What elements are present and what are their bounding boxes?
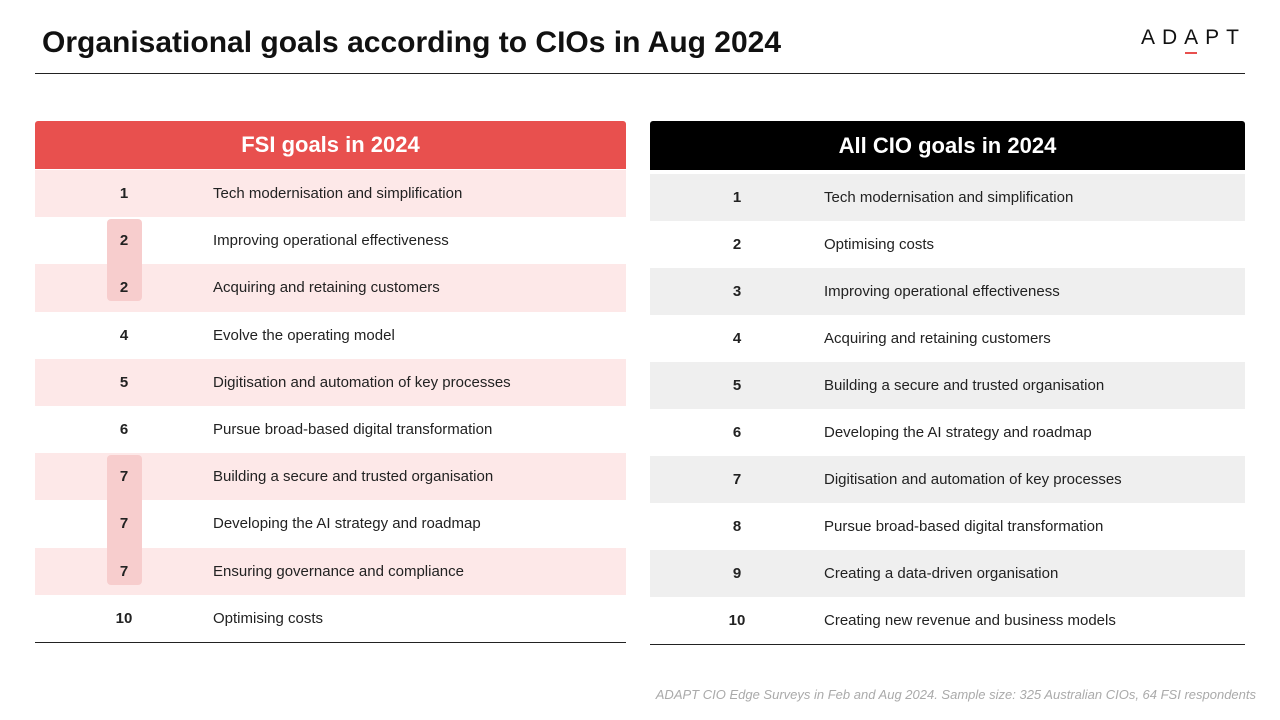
table-row: 9 Creating a data-driven organisation xyxy=(650,550,1245,597)
table-row: 1 Tech modernisation and simplification xyxy=(650,174,1245,221)
all-cio-goals-table: All CIO goals in 2024 1 Tech modernisati… xyxy=(650,121,1245,645)
goal-cell: Acquiring and retaining customers xyxy=(824,330,1051,347)
table-row: 6 Pursue broad-based digital transformat… xyxy=(35,406,626,453)
rank-cell: 9 xyxy=(732,565,742,582)
table-row: 7 Digitisation and automation of key pro… xyxy=(650,456,1245,503)
rank-cell: 2 xyxy=(732,236,742,253)
goal-cell: Digitisation and automation of key proce… xyxy=(213,373,511,391)
fsi-table-body: 1 Tech modernisation and simplification … xyxy=(35,169,626,642)
table-row: 2 Optimising costs xyxy=(650,221,1245,268)
source-note: ADAPT CIO Edge Surveys in Feb and Aug 20… xyxy=(655,687,1256,702)
goal-cell: Creating a data-driven organisation xyxy=(824,565,1059,582)
logo-text-mark: A xyxy=(1184,26,1206,54)
table-row: 5 Digitisation and automation of key pro… xyxy=(35,358,626,406)
all-cio-table-header: All CIO goals in 2024 xyxy=(650,121,1245,170)
rank-cell: 2 xyxy=(119,232,129,250)
rank-cell: 10 xyxy=(728,612,746,629)
table-row: 6 Developing the AI strategy and roadmap xyxy=(650,409,1245,456)
rank-cell: 10 xyxy=(115,609,133,627)
tie-highlight-rank-7 xyxy=(107,455,142,585)
rank-cell: 2 xyxy=(119,279,129,297)
goal-cell: Optimising costs xyxy=(824,236,935,253)
page-title: Organisational goals according to CIOs i… xyxy=(42,26,782,59)
table-row: 4 Evolve the operating model xyxy=(35,312,626,359)
goal-cell: Improving operational effectiveness xyxy=(213,232,449,250)
title-divider xyxy=(35,73,1245,74)
table-row: 7 Developing the AI strategy and roadmap xyxy=(35,500,626,547)
table-row: 5 Building a secure and trusted organisa… xyxy=(650,362,1245,409)
rank-cell: 8 xyxy=(732,518,742,535)
goal-cell: Optimising costs xyxy=(213,609,324,627)
goal-cell: Developing the AI strategy and roadmap xyxy=(213,515,481,533)
goal-cell: Building a secure and trusted organisati… xyxy=(213,468,494,486)
goal-cell: Creating new revenue and business models xyxy=(824,612,1116,629)
rank-cell: 7 xyxy=(732,471,742,488)
goal-cell: Acquiring and retaining customers xyxy=(213,279,440,297)
rank-cell: 6 xyxy=(119,421,129,439)
all-cio-table-body: 1 Tech modernisation and simplification … xyxy=(650,170,1245,644)
adapt-logo: ADAPT xyxy=(1140,26,1246,54)
goal-cell: Ensuring governance and compliance xyxy=(213,562,464,580)
rank-cell: 4 xyxy=(119,326,129,344)
goal-cell: Digitisation and automation of key proce… xyxy=(824,471,1122,488)
logo-text-end: PT xyxy=(1205,26,1246,49)
table-row: 2 Acquiring and retaining customers xyxy=(35,264,626,312)
fsi-table-bottom-rule xyxy=(35,641,626,643)
table-row: 2 Improving operational effectiveness xyxy=(35,217,626,264)
logo-text-start: AD xyxy=(1140,26,1185,49)
goal-cell: Developing the AI strategy and roadmap xyxy=(824,424,1092,441)
goal-cell: Building a secure and trusted organisati… xyxy=(824,377,1105,394)
table-row: 8 Pursue broad-based digital transformat… xyxy=(650,503,1245,550)
tie-highlight-rank-2 xyxy=(107,219,142,301)
table-row: 4 Acquiring and retaining customers xyxy=(650,315,1245,362)
all-cio-table-bottom-rule xyxy=(650,644,1245,645)
rank-cell: 5 xyxy=(119,373,129,391)
fsi-goals-table: FSI goals in 2024 1 Tech modernisation a… xyxy=(35,121,626,643)
table-row: 1 Tech modernisation and simplification xyxy=(35,170,626,218)
table-row: 3 Improving operational effectiveness xyxy=(650,268,1245,315)
rank-cell: 7 xyxy=(119,468,129,486)
rank-cell: 6 xyxy=(732,424,742,441)
goal-cell: Evolve the operating model xyxy=(213,326,395,344)
rank-cell: 5 xyxy=(732,377,742,394)
rank-cell: 1 xyxy=(732,189,742,206)
goal-cell: Pursue broad-based digital transformatio… xyxy=(213,421,493,439)
goal-cell: Pursue broad-based digital transformatio… xyxy=(824,518,1104,535)
goal-cell: Improving operational effectiveness xyxy=(824,283,1060,300)
rank-cell: 3 xyxy=(732,283,742,300)
rank-cell: 7 xyxy=(119,562,129,580)
goal-cell: Tech modernisation and simplification xyxy=(824,189,1074,206)
rank-cell: 7 xyxy=(119,515,129,533)
rank-cell: 4 xyxy=(732,330,742,347)
goal-cell: Tech modernisation and simplification xyxy=(213,185,463,203)
table-row: 10 Optimising costs xyxy=(35,595,626,642)
rank-cell: 1 xyxy=(119,185,129,203)
table-row: 10 Creating new revenue and business mod… xyxy=(650,597,1245,644)
fsi-table-header: FSI goals in 2024 xyxy=(35,121,626,169)
